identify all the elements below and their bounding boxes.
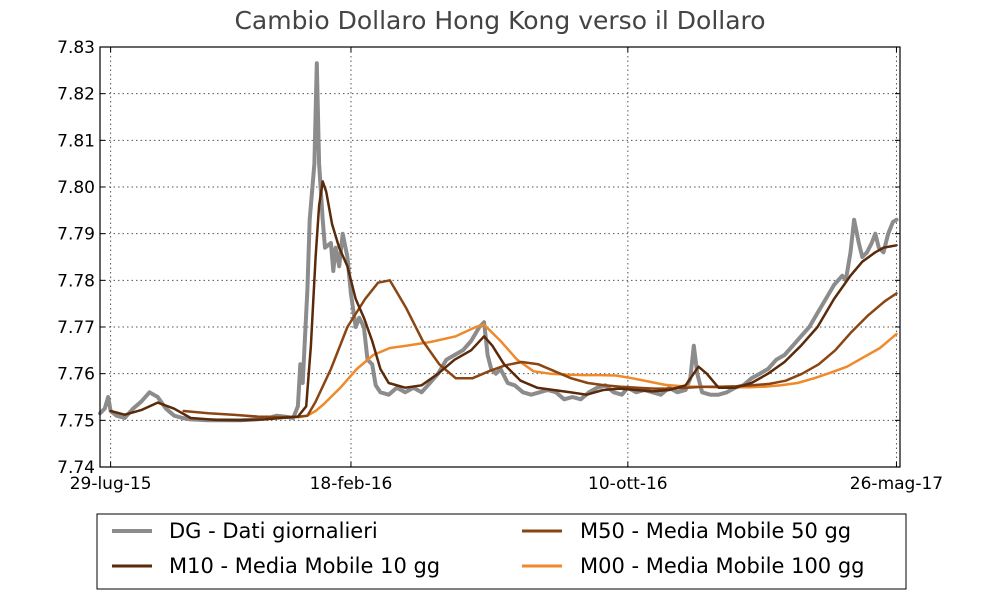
- chart-title: Cambio Dollaro Hong Kong verso il Dollar…: [234, 6, 765, 35]
- y-tick-label: 7.75: [57, 411, 95, 431]
- plot-series: [98, 61, 899, 423]
- legend-label-m00: M00 - Media Mobile 100 gg: [580, 554, 865, 578]
- legend-label-m50: M50 - Media Mobile 50 gg: [580, 519, 851, 543]
- series-line-m00: [264, 323, 898, 419]
- x-tick-label: 10-ott-16: [588, 474, 668, 494]
- y-tick-label: 7.79: [57, 225, 95, 245]
- y-tick-label: 7.83: [57, 38, 95, 58]
- x-tick-label: 29-lug-15: [70, 474, 152, 494]
- x-tick-label: 18-feb-16: [310, 474, 393, 494]
- series-line-m10: [109, 180, 898, 422]
- y-tick-label: 7.80: [57, 178, 95, 198]
- grid-lines: [100, 47, 900, 467]
- legend-label-m10: M10 - Media Mobile 10 gg: [169, 554, 440, 578]
- x-tick-label: 26-mag-17: [850, 474, 943, 494]
- y-tick-label: 7.76: [57, 365, 95, 385]
- y-tick-label: 7.82: [57, 85, 95, 105]
- y-tick-label: 7.78: [57, 271, 95, 291]
- y-tick-label: 7.77: [57, 318, 95, 338]
- axis-ticks: 7.74 7.75 7.76 7.77 7.78 7.79 7.80 7.81 7.82 7.83…: [57, 38, 943, 494]
- legend-frame: [96, 513, 907, 590]
- plot-area-frame: [99, 46, 901, 468]
- series-line-m50: [182, 279, 898, 419]
- y-tick-label: 7.81: [57, 131, 95, 151]
- y-tick-label: 7.74: [57, 458, 95, 478]
- legend-label-dg: DG - Dati giornalieri: [169, 519, 378, 543]
- legend: DG - Dati giornalieri M10 - Media Mobile…: [96, 513, 907, 590]
